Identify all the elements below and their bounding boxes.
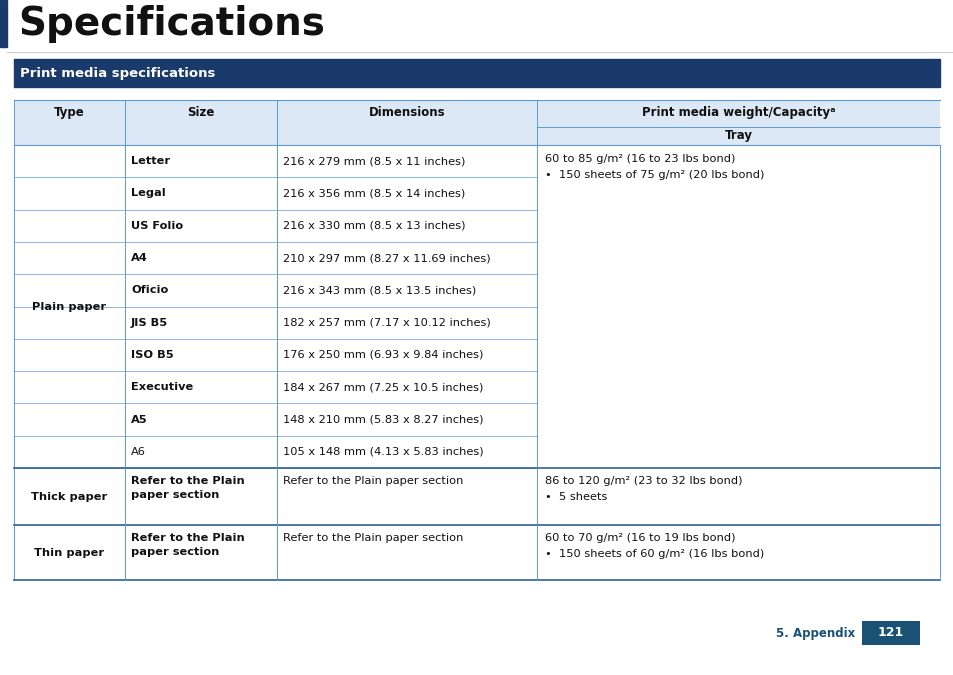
Text: Dimensions: Dimensions: [368, 106, 445, 119]
Text: Executive: Executive: [131, 382, 193, 392]
Text: A4: A4: [131, 253, 148, 263]
Bar: [14, 100, 939, 145]
Text: Plain paper: Plain paper: [32, 302, 107, 311]
Text: 216 x 343 mm (8.5 x 13.5 inches): 216 x 343 mm (8.5 x 13.5 inches): [283, 286, 476, 296]
Text: 210 x 297 mm (8.27 x 11.69 inches): 210 x 297 mm (8.27 x 11.69 inches): [283, 253, 490, 263]
Text: 105 x 148 mm (4.13 x 5.83 inches): 105 x 148 mm (4.13 x 5.83 inches): [283, 447, 483, 457]
Text: Refer to the Plain paper section: Refer to the Plain paper section: [283, 476, 463, 486]
Text: 148 x 210 mm (5.83 x 8.27 inches): 148 x 210 mm (5.83 x 8.27 inches): [283, 414, 483, 425]
Text: •  5 sheets: • 5 sheets: [544, 492, 607, 502]
Text: A5: A5: [131, 414, 148, 425]
Text: Tray: Tray: [723, 130, 752, 142]
Bar: [0, 0, 7, 47]
Text: 176 x 250 mm (6.93 x 9.84 inches): 176 x 250 mm (6.93 x 9.84 inches): [283, 350, 483, 360]
Text: 60 to 85 g/m² (16 to 23 lbs bond): 60 to 85 g/m² (16 to 23 lbs bond): [544, 154, 735, 164]
Text: US Folio: US Folio: [131, 221, 183, 231]
Text: 216 x 356 mm (8.5 x 14 inches): 216 x 356 mm (8.5 x 14 inches): [283, 188, 465, 198]
Text: Legal: Legal: [131, 188, 166, 198]
Text: Thick paper: Thick paper: [31, 491, 108, 502]
Bar: [14, 59, 939, 87]
Text: Print media weight/Capacityᵃ: Print media weight/Capacityᵃ: [641, 106, 835, 119]
Text: 86 to 120 g/m² (23 to 32 lbs bond): 86 to 120 g/m² (23 to 32 lbs bond): [544, 476, 741, 486]
Text: 182 x 257 mm (7.17 x 10.12 inches): 182 x 257 mm (7.17 x 10.12 inches): [283, 318, 490, 327]
Text: 121: 121: [877, 626, 903, 639]
Bar: [862, 621, 919, 645]
Text: A6: A6: [131, 447, 146, 457]
Text: 184 x 267 mm (7.25 x 10.5 inches): 184 x 267 mm (7.25 x 10.5 inches): [283, 382, 483, 392]
Text: •  150 sheets of 60 g/m² (16 lbs bond): • 150 sheets of 60 g/m² (16 lbs bond): [544, 549, 763, 559]
Text: Refer to the Plain
paper section: Refer to the Plain paper section: [131, 533, 245, 557]
Text: 216 x 279 mm (8.5 x 11 inches): 216 x 279 mm (8.5 x 11 inches): [283, 156, 465, 166]
Text: Thin paper: Thin paper: [34, 547, 105, 558]
Text: 5. Appendix: 5. Appendix: [775, 626, 854, 639]
Text: •  150 sheets of 75 g/m² (20 lbs bond): • 150 sheets of 75 g/m² (20 lbs bond): [544, 170, 763, 180]
Text: Refer to the Plain paper section: Refer to the Plain paper section: [283, 533, 463, 543]
Text: Print media specifications: Print media specifications: [20, 67, 215, 80]
Text: Type: Type: [54, 106, 85, 119]
Text: Refer to the Plain
paper section: Refer to the Plain paper section: [131, 476, 245, 500]
Text: 60 to 70 g/m² (16 to 19 lbs bond): 60 to 70 g/m² (16 to 19 lbs bond): [544, 533, 735, 543]
Text: Letter: Letter: [131, 156, 170, 166]
Text: 216 x 330 mm (8.5 x 13 inches): 216 x 330 mm (8.5 x 13 inches): [283, 221, 465, 231]
Text: Specifications: Specifications: [18, 5, 325, 43]
Text: Size: Size: [187, 106, 214, 119]
Text: Oficio: Oficio: [131, 286, 168, 296]
Text: JIS B5: JIS B5: [131, 318, 168, 327]
Text: ISO B5: ISO B5: [131, 350, 173, 360]
